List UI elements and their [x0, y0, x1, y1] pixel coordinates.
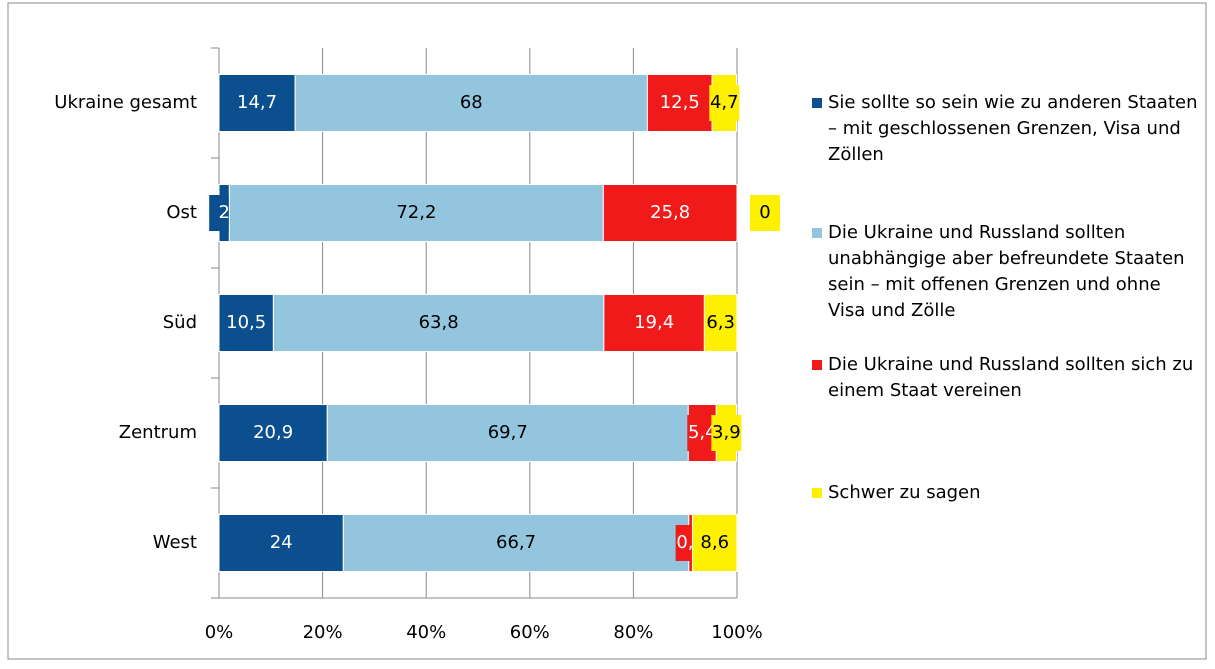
- data-label: 63,8: [419, 312, 459, 333]
- data-label: 6,3: [706, 312, 735, 333]
- bar-segment: [218, 294, 274, 352]
- legend-item: Sie sollte so sein wie zu anderen Staate…: [812, 90, 1198, 168]
- y-tick-label: Ukraine gesamt: [54, 92, 197, 113]
- label-box: [709, 85, 740, 121]
- data-label: 10,5: [226, 312, 266, 333]
- y-tick-label: Ost: [166, 202, 197, 223]
- bar-segment: [218, 514, 344, 572]
- bar-segment: [602, 184, 738, 242]
- x-tick-label: 40%: [406, 622, 446, 643]
- data-label: 19,4: [634, 312, 674, 333]
- x-tick-label: 60%: [510, 622, 550, 643]
- legend-label: Die Ukraine und Russland sollten sich zu…: [828, 354, 1194, 401]
- bar-segment: [218, 404, 328, 462]
- legend-label: Die Ukraine und Russland sollten unabhän…: [828, 222, 1185, 321]
- data-label: 3,9: [712, 422, 741, 443]
- frame: [7, 2, 1207, 660]
- y-tick-label: Zentrum: [119, 422, 197, 443]
- legend-swatch: [812, 488, 822, 498]
- x-tick-label: 100%: [711, 622, 762, 643]
- data-label: 8,6: [700, 532, 729, 553]
- data-label: 14,7: [237, 92, 277, 113]
- label-box: [750, 195, 780, 231]
- legend-label: Schwer zu sagen: [828, 482, 981, 503]
- bar-segment: [228, 184, 604, 242]
- y-tick-label: West: [153, 532, 197, 553]
- data-label: 2: [218, 202, 229, 223]
- legend-item: Schwer zu sagen: [812, 480, 1198, 506]
- data-label: 12,5: [660, 92, 700, 113]
- label-box: [711, 415, 742, 451]
- legend-swatch: [812, 98, 822, 108]
- label-box: [705, 305, 736, 341]
- legend-item: Die Ukraine und Russland sollten unabhän…: [812, 220, 1198, 324]
- x-tick-label: 20%: [303, 622, 343, 643]
- data-label: 72,2: [396, 202, 436, 223]
- bar-segment: [272, 294, 605, 352]
- x-tick-label: 0%: [205, 622, 234, 643]
- data-label: 69,7: [488, 422, 528, 443]
- bar-segment: [691, 514, 738, 572]
- legend-label: Sie sollte so sein wie zu anderen Staate…: [828, 92, 1198, 165]
- data-label: 25,8: [650, 202, 690, 223]
- y-tick-label: Süd: [163, 312, 197, 333]
- bar-segment: [603, 294, 705, 352]
- bar-segment: [326, 404, 689, 462]
- data-label: 24: [270, 532, 293, 553]
- data-label: 5,4: [688, 422, 717, 443]
- data-label: 4,7: [710, 92, 739, 113]
- data-label: 68: [460, 92, 483, 113]
- data-label: 66,7: [496, 532, 536, 553]
- data-label: 0: [759, 202, 770, 223]
- data-label: 20,9: [253, 422, 293, 443]
- bar-segment: [646, 74, 713, 132]
- legend-item: Die Ukraine und Russland sollten sich zu…: [812, 352, 1198, 404]
- legend-swatch: [812, 360, 822, 370]
- legend-swatch: [812, 228, 822, 238]
- x-tick-label: 80%: [613, 622, 653, 643]
